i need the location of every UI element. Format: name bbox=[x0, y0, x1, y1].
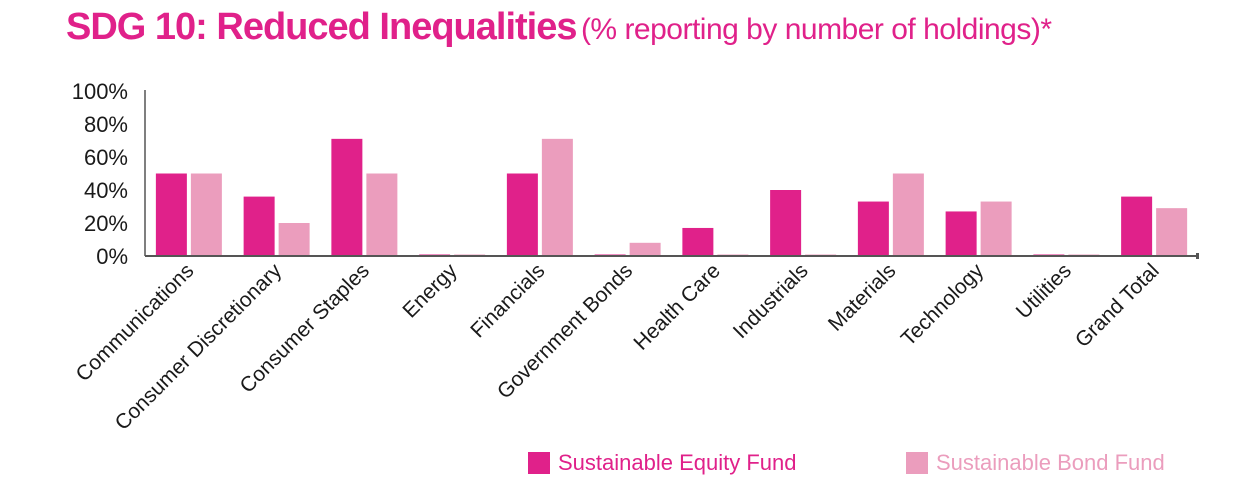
x-axis-end-cap bbox=[1196, 253, 1199, 259]
bar-bond bbox=[892, 173, 924, 256]
legend-label-bond: Sustainable Bond Fund bbox=[936, 450, 1165, 475]
bar-bond bbox=[980, 201, 1012, 256]
bar-bond bbox=[1156, 208, 1188, 256]
bar-bond bbox=[190, 173, 222, 256]
x-tick-label: Energy bbox=[398, 259, 462, 323]
legend-swatch-equity bbox=[528, 452, 550, 474]
x-tick-label: Utilities bbox=[1012, 259, 1076, 323]
bar-equity bbox=[155, 173, 187, 256]
legend-item-equity: Sustainable Equity Fund bbox=[528, 450, 797, 476]
chart-title-sub: (% reporting by number of holdings)* bbox=[580, 13, 1052, 46]
bar-bond bbox=[629, 242, 661, 256]
x-tick-label: Materials bbox=[824, 259, 901, 336]
legend-swatch-bond bbox=[906, 452, 928, 474]
bar-bond bbox=[541, 138, 573, 256]
bar-equity bbox=[506, 173, 538, 256]
y-tick-label: 60% bbox=[84, 145, 128, 170]
y-tick-label: 100% bbox=[72, 79, 128, 104]
y-tick-label: 20% bbox=[84, 211, 128, 236]
y-tick-label: 80% bbox=[84, 112, 128, 137]
x-tick-label: Health Care bbox=[629, 259, 725, 355]
x-tick-label: Industrials bbox=[729, 259, 813, 343]
bar-equity bbox=[682, 227, 714, 256]
chart-title-main: SDG 10: Reduced Inequalities bbox=[66, 6, 577, 48]
x-tick-label: Technology bbox=[897, 259, 989, 351]
bar-equity bbox=[243, 196, 275, 256]
bar-equity bbox=[331, 138, 363, 256]
bar-equity bbox=[945, 211, 977, 256]
bar-equity bbox=[1121, 196, 1153, 256]
y-tick-label: 40% bbox=[84, 178, 128, 203]
bar-bond bbox=[278, 223, 310, 256]
legend-label-equity: Sustainable Equity Fund bbox=[558, 450, 797, 475]
bar-bond bbox=[366, 173, 398, 256]
y-tick-label: 0% bbox=[96, 244, 128, 269]
chart-title: SDG 10: Reduced Inequalities (% reportin… bbox=[66, 6, 1052, 49]
legend-item-bond: Sustainable Bond Fund bbox=[906, 450, 1165, 476]
x-tick-label: Consumer Discretionary bbox=[111, 259, 287, 435]
bar-equity bbox=[857, 201, 889, 256]
bar-equity bbox=[770, 190, 802, 256]
x-tick-label: Grand Total bbox=[1071, 259, 1164, 352]
x-tick-label: Financials bbox=[466, 259, 549, 342]
